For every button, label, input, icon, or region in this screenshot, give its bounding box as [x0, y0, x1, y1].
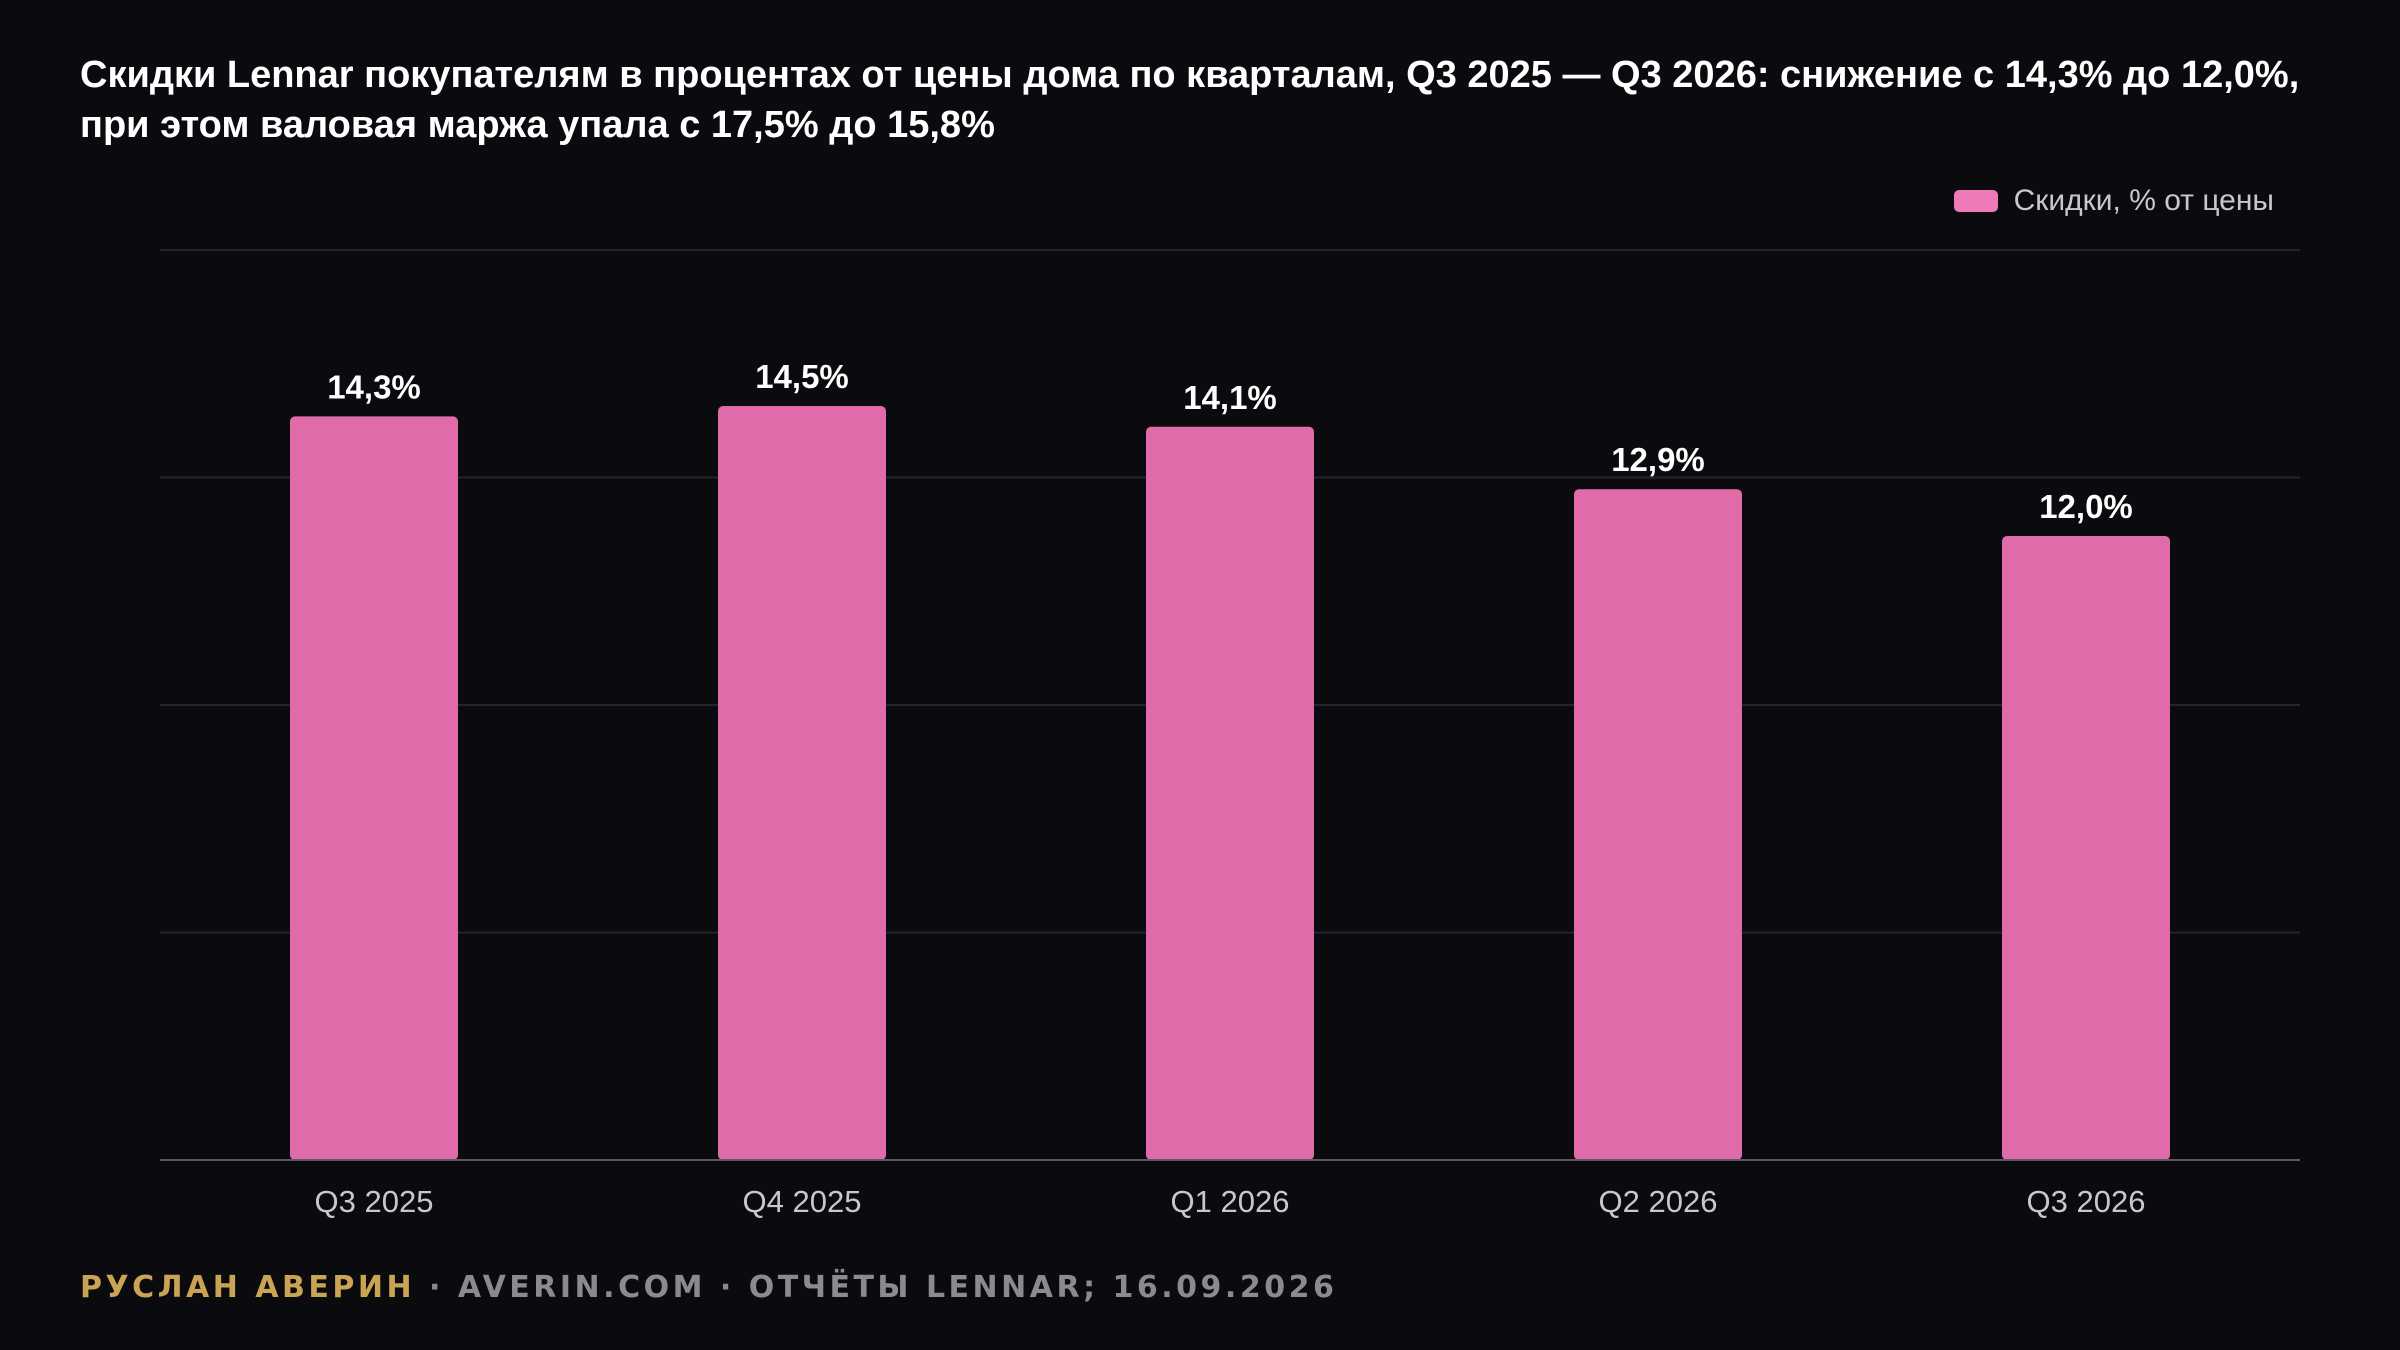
legend: Скидки, % от цены [1953, 184, 2274, 218]
bar [718, 406, 886, 1160]
bar [2002, 536, 2170, 1160]
footer-author: РУСЛАН АВЕРИН [80, 1270, 416, 1305]
data-label: 14,3% [327, 368, 421, 405]
x-tick-label: Q3 2026 [2027, 1184, 2146, 1219]
bar [1574, 489, 1742, 1160]
x-tick-label: Q2 2026 [1599, 1184, 1718, 1219]
data-label: 12,9% [1611, 441, 1705, 478]
data-label: 14,5% [755, 358, 849, 395]
x-tick-label: Q1 2026 [1171, 1184, 1290, 1219]
footer-separator: · [415, 1270, 458, 1305]
data-label: 12,0% [2039, 488, 2133, 525]
footer-source: ОТЧЁТЫ LENNAR; 16.09.2026 [748, 1270, 1338, 1305]
footer: РУСЛАН АВЕРИН · AVERIN.COM · ОТЧЁТЫ LENN… [80, 1270, 1337, 1305]
x-tick-label: Q3 2025 [315, 1184, 434, 1219]
footer-site: AVERIN.COM [457, 1270, 706, 1305]
chart-title: Скидки Lennar покупателям в процентах от… [80, 54, 2300, 146]
x-tick-label: Q4 2025 [743, 1184, 862, 1219]
bar [1146, 426, 1314, 1160]
legend-swatch [1953, 190, 1998, 212]
data-label: 14,1% [1183, 379, 1277, 416]
legend-label: Скидки, % от цены [2013, 184, 2274, 217]
bar [290, 416, 458, 1160]
footer-separator: · [705, 1270, 749, 1305]
